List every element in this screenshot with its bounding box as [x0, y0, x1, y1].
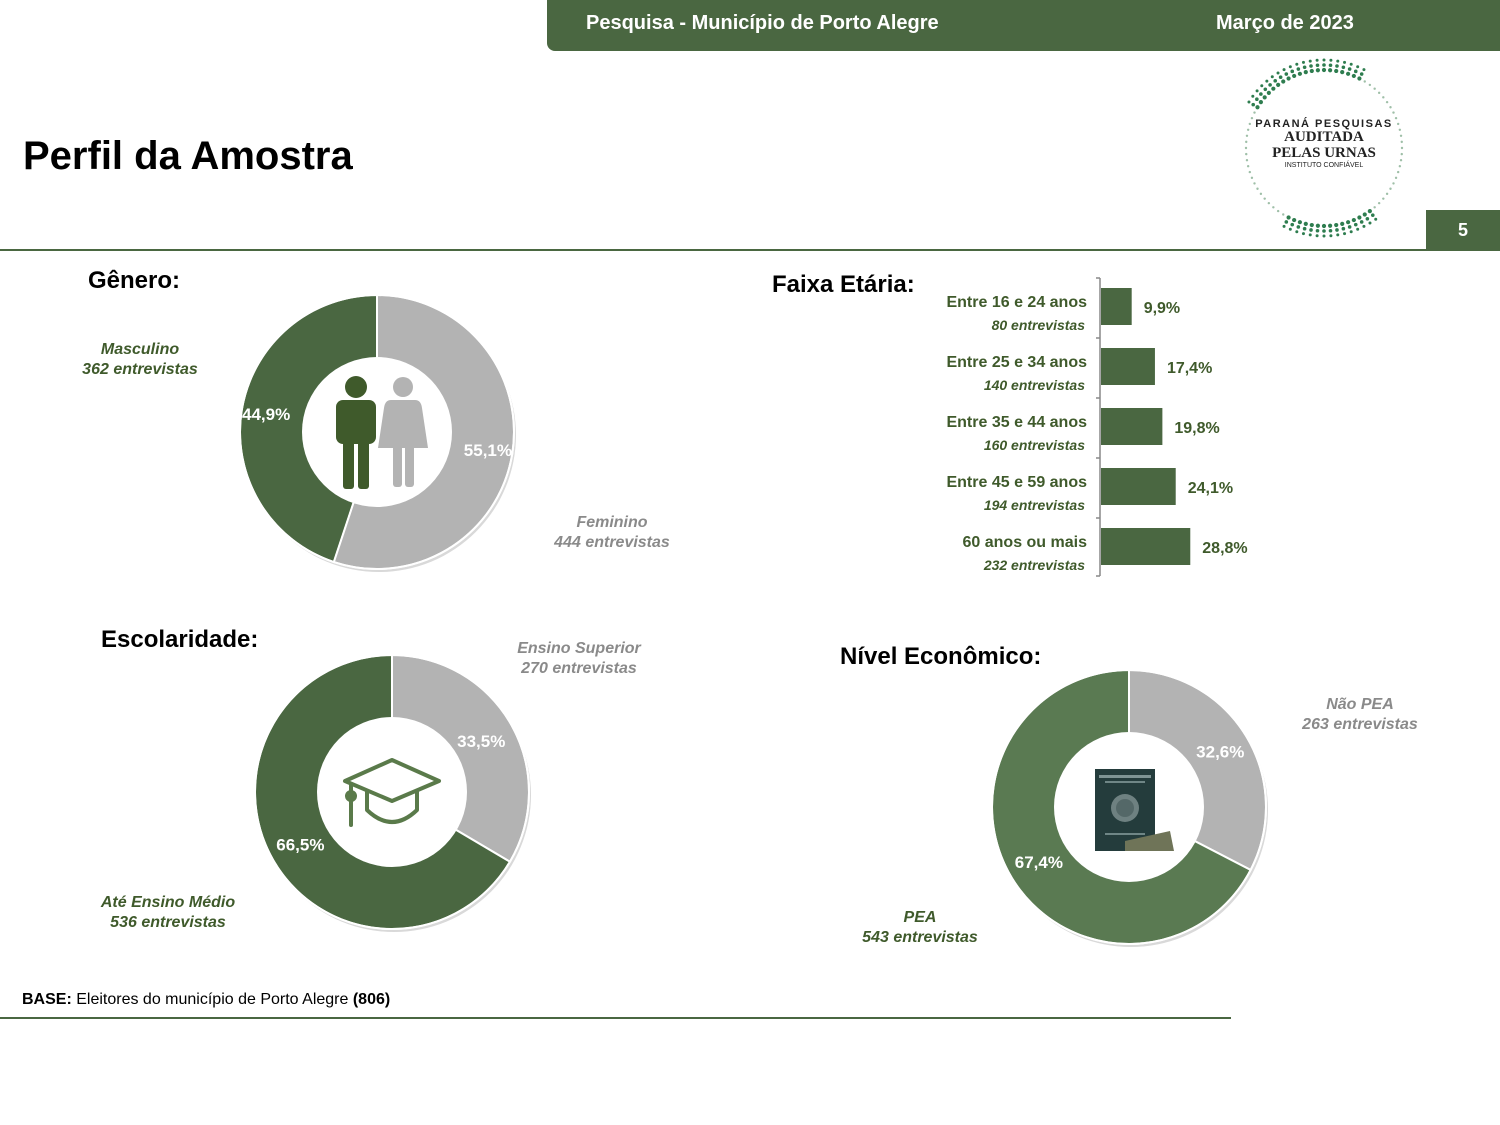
parana-pesquisas-logo: PARANÁ PESQUISAS AUDITADA PELAS URNAS IN… — [1244, 58, 1404, 238]
faixa-etaria-bar-chart: 9,9% Entre 16 e 24 anos 80 entrevistas 17,4… — [946, 277, 1248, 577]
faixa-value-label-2: 19,8% — [1174, 420, 1219, 437]
ensino-superior-label: Ensino Superior 270 entrevistas — [517, 640, 641, 677]
faixa-category-label-4: 60 anos ou mais — [963, 534, 1088, 551]
faixa-count-label-4: 232 entrevistas — [983, 557, 1085, 573]
faixa-count-label-1: 140 entrevistas — [984, 377, 1085, 393]
logo-line-3: PELAS URNAS — [1272, 145, 1376, 161]
genero-pct-label-1: 55,1% — [464, 441, 512, 460]
page-number-badge: 5 — [1426, 210, 1500, 250]
faixa-bar-2 — [1101, 408, 1163, 445]
logo-line-2: AUDITADA — [1284, 129, 1364, 145]
faixa-count-label-2: 160 entrevistas — [984, 437, 1085, 453]
masculino-label: Masculino 362 entrevistas — [82, 341, 198, 378]
pea-label: PEA 543 entrevistas — [862, 909, 978, 946]
faixa-value-label-4: 28,8% — [1202, 540, 1247, 557]
man-woman-icon — [336, 376, 428, 489]
feminino-label: Feminino 444 entrevistas — [554, 514, 670, 551]
faixa-value-label-1: 17,4% — [1167, 360, 1212, 377]
base-note: BASE: Eleitores do município de Porto Al… — [22, 991, 391, 1008]
faixa-bar-0 — [1101, 288, 1132, 325]
genero-donut-chart: 44,9% 55,1% — [239, 293, 516, 572]
faixa-category-label-3: Entre 45 e 59 anos — [946, 474, 1087, 491]
faixa-value-label-3: 24,1% — [1188, 480, 1233, 497]
nivel-pct-label-1: 67,4% — [1015, 853, 1063, 872]
nivel-economico-title: Nível Econômico: — [840, 643, 1042, 670]
faixa-value-label-0: 9,9% — [1144, 300, 1180, 317]
header-date: Março de 2023 — [1216, 12, 1354, 34]
faixa-etaria-title: Faixa Etária: — [772, 271, 915, 298]
faixa-category-label-0: Entre 16 e 24 anos — [946, 294, 1087, 311]
genero-title: Gênero: — [88, 267, 181, 294]
escolaridade-donut-chart: 33,5% 66,5% — [254, 653, 531, 932]
nao-pea-label: Não PEA 263 entrevistas — [1302, 696, 1418, 733]
faixa-count-label-0: 80 entrevistas — [992, 317, 1086, 333]
ensino-medio-label: Até Ensino Médio 536 entrevistas — [100, 894, 236, 931]
escolaridade-pct-label-1: 66,5% — [276, 835, 324, 854]
nivel-pct-label-0: 32,6% — [1196, 742, 1244, 761]
faixa-count-label-3: 194 entrevistas — [984, 497, 1085, 513]
bottom-divider — [0, 1017, 1231, 1019]
page-title: Perfil da Amostra — [23, 134, 353, 178]
top-divider — [0, 249, 1500, 251]
header-survey-title: Pesquisa - Município de Porto Alegre — [586, 12, 939, 34]
genero-pct-label-0: 44,9% — [242, 405, 290, 424]
nivel-economico-donut-chart: 32,6% 67,4% — [991, 668, 1268, 947]
work-card-icon — [1095, 769, 1174, 851]
escolaridade-title: Escolaridade: — [101, 626, 259, 653]
faixa-bar-3 — [1101, 468, 1176, 505]
escolaridade-pct-label-0: 33,5% — [457, 732, 505, 751]
graduation-cap-icon — [343, 758, 441, 827]
faixa-bar-4 — [1101, 528, 1191, 565]
header-bar — [547, 0, 1500, 51]
logo-line-1: PARANÁ PESQUISAS — [1255, 117, 1392, 130]
faixa-bar-1 — [1101, 348, 1155, 385]
faixa-category-label-1: Entre 25 e 34 anos — [946, 354, 1087, 371]
faixa-category-label-2: Entre 35 e 44 anos — [946, 414, 1087, 431]
logo-line-4: INSTITUTO CONFIÁVEL — [1285, 160, 1364, 169]
